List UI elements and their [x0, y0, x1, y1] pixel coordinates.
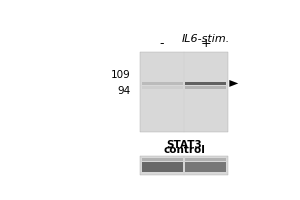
Bar: [185, 86, 226, 89]
Bar: [140, 156, 228, 175]
Bar: [142, 158, 183, 161]
Bar: [142, 162, 183, 172]
Bar: [185, 162, 226, 172]
Text: +: +: [201, 37, 212, 50]
Bar: [185, 82, 226, 85]
Text: 109: 109: [111, 70, 130, 80]
Text: 94: 94: [117, 86, 130, 96]
Bar: [142, 82, 183, 85]
Bar: [142, 86, 183, 89]
Text: IL6-stim.: IL6-stim.: [182, 34, 230, 44]
Bar: [185, 158, 226, 161]
Polygon shape: [229, 80, 238, 87]
Text: control: control: [163, 145, 205, 155]
Text: STAT3: STAT3: [166, 140, 202, 150]
Text: -: -: [160, 37, 164, 50]
Bar: [140, 52, 228, 132]
